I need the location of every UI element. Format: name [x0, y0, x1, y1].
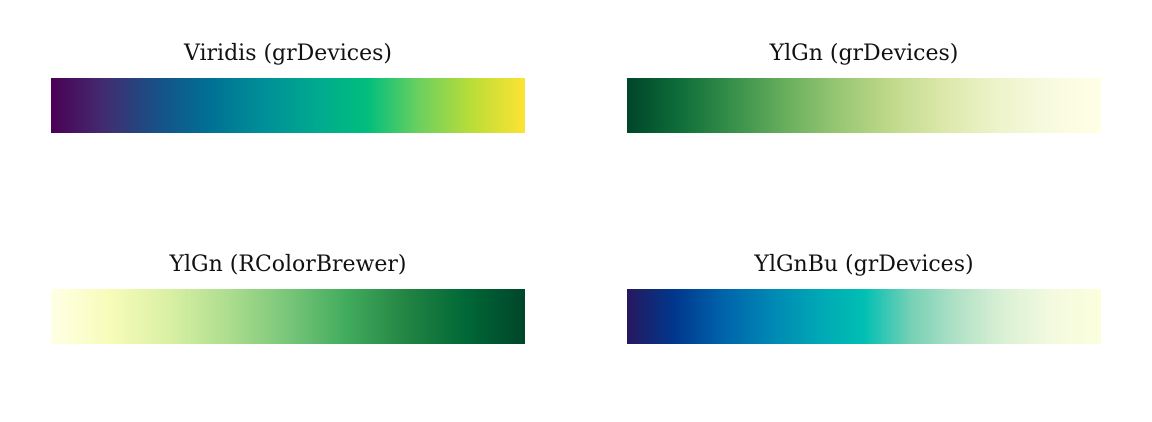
colorbar-ramp	[51, 289, 525, 344]
gradient-bar	[627, 78, 1101, 133]
colorbar-title: YlGn (grDevices)	[769, 41, 959, 66]
colorbar-ramp	[627, 78, 1101, 133]
gradient-bar	[51, 78, 525, 133]
colorbar-title: YlGnBu (grDevices)	[754, 252, 974, 277]
colorbar-title: Viridis (grDevices)	[183, 41, 392, 66]
colorbar-title: YlGn (RColorBrewer)	[169, 252, 407, 277]
gradient-bar	[51, 289, 525, 344]
gradient-bar	[627, 289, 1101, 344]
colorbar-ramp	[627, 289, 1101, 344]
colorbar-ramp	[51, 78, 525, 133]
